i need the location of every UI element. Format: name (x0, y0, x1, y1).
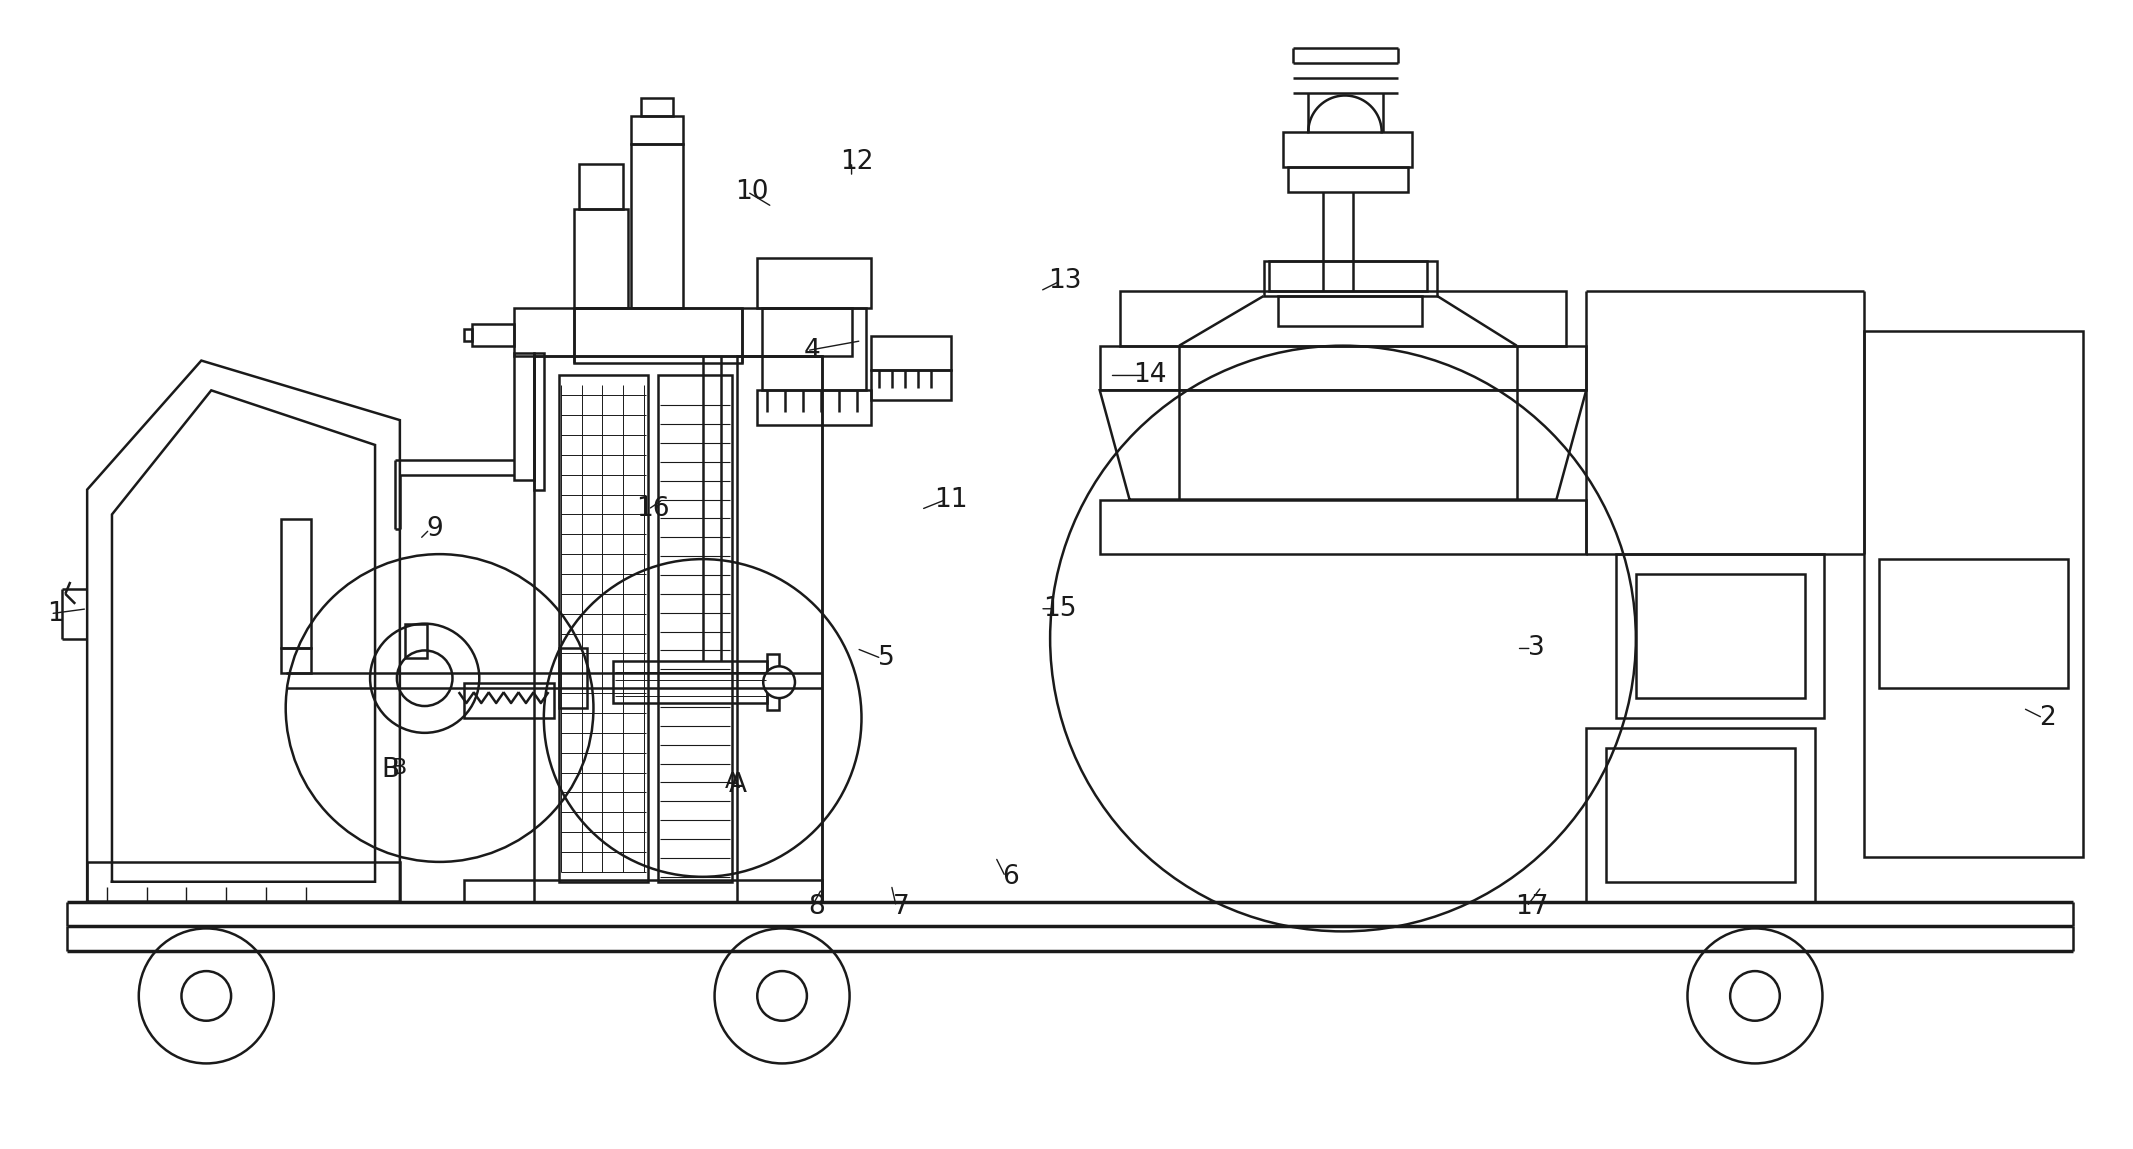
Circle shape (1687, 928, 1822, 1064)
Bar (87, 862, 399, 902)
Bar (514, 308, 851, 355)
Circle shape (1049, 346, 1636, 932)
Bar (1101, 500, 1587, 554)
Bar (574, 308, 742, 363)
Text: 13: 13 (1047, 268, 1081, 294)
Bar (1879, 560, 2067, 688)
Bar (657, 376, 732, 881)
Circle shape (397, 650, 452, 705)
Circle shape (764, 666, 796, 699)
Circle shape (139, 928, 273, 1064)
Text: A: A (725, 772, 740, 793)
Bar (768, 655, 779, 710)
Bar (614, 662, 768, 703)
Text: 4: 4 (804, 338, 821, 363)
Bar (465, 684, 555, 718)
Bar (514, 353, 533, 479)
Text: 9: 9 (427, 516, 444, 542)
Bar (465, 329, 471, 341)
Bar (642, 99, 672, 116)
Bar (1120, 291, 1566, 346)
Circle shape (1730, 971, 1779, 1020)
Circle shape (371, 624, 480, 733)
Text: 10: 10 (736, 179, 770, 205)
Text: 8: 8 (808, 894, 825, 919)
Bar (631, 144, 683, 308)
Bar (872, 336, 951, 370)
Bar (761, 308, 866, 391)
Bar (282, 648, 311, 673)
Bar (559, 376, 648, 881)
Bar (738, 355, 821, 902)
Bar (533, 355, 821, 902)
Bar (559, 648, 587, 708)
Text: 1: 1 (47, 601, 64, 626)
Text: 17: 17 (1514, 894, 1549, 919)
Text: 6: 6 (1003, 864, 1020, 889)
Bar (1587, 727, 1815, 902)
Text: B: B (382, 756, 399, 782)
Text: 14: 14 (1133, 362, 1167, 388)
Bar (578, 164, 623, 209)
Bar (1864, 331, 2082, 857)
Text: 2: 2 (2039, 705, 2056, 731)
Bar (1636, 574, 1805, 699)
Circle shape (715, 928, 849, 1064)
Bar (1284, 132, 1412, 167)
Text: 12: 12 (840, 149, 872, 175)
Circle shape (757, 971, 806, 1020)
Bar (574, 209, 629, 308)
Bar (1101, 346, 1587, 391)
Text: A: A (727, 772, 747, 799)
Bar (471, 324, 514, 346)
Bar (757, 391, 872, 425)
Text: 15: 15 (1043, 595, 1077, 622)
Bar (1288, 167, 1408, 192)
Text: 16: 16 (636, 496, 670, 523)
Circle shape (181, 971, 230, 1020)
Bar (1617, 554, 1824, 718)
Bar (465, 880, 821, 902)
Bar (872, 370, 951, 400)
Bar (1269, 261, 1427, 291)
Bar (1606, 748, 1794, 881)
Bar (533, 353, 544, 489)
Bar (631, 116, 683, 144)
Text: 3: 3 (1527, 635, 1544, 662)
Bar (282, 519, 311, 648)
Bar (1263, 261, 1438, 296)
Bar (405, 624, 427, 658)
Text: 5: 5 (879, 646, 894, 671)
Bar (1278, 296, 1423, 326)
Bar (757, 259, 872, 308)
Text: 11: 11 (934, 486, 968, 512)
Text: 7: 7 (894, 894, 909, 919)
Text: B: B (392, 757, 407, 778)
